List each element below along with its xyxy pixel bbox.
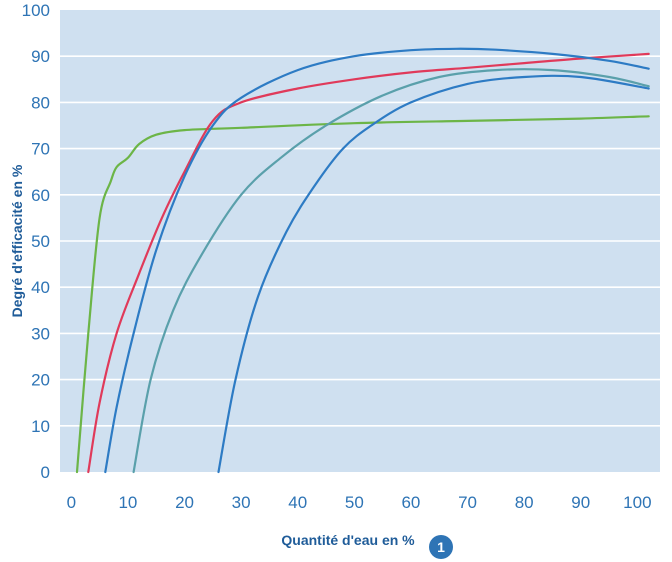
y-tick-label: 80 (31, 93, 50, 112)
x-tick-label: 70 (458, 493, 477, 512)
x-axis-title: Quantité d'eau en % (281, 532, 415, 548)
x-tick-label: 60 (401, 493, 420, 512)
y-axis-ticks: 0 10 20 30 40 50 60 70 80 90 100 (22, 1, 50, 482)
y-tick-label: 90 (31, 47, 50, 66)
y-tick-label: 60 (31, 186, 50, 205)
y-tick-label: 10 (31, 417, 50, 436)
y-tick-label: 40 (31, 278, 50, 297)
y-tick-label: 100 (22, 1, 50, 20)
grid-lines (60, 55, 660, 427)
x-tick-label: 40 (288, 493, 307, 512)
y-tick-label: 70 (31, 140, 50, 159)
x-tick-label: 90 (571, 493, 590, 512)
series-lines (75, 47, 650, 474)
x-tick-label: 50 (345, 493, 364, 512)
badge-number: 1 (437, 539, 445, 555)
y-tick-label: 20 (31, 371, 50, 390)
x-tick-label: 0 (67, 493, 76, 512)
series-line-teal (132, 68, 650, 474)
x-tick-label: 80 (515, 493, 534, 512)
x-axis-ticks: 0 10 20 30 40 50 60 70 80 90 100 (67, 493, 652, 512)
y-axis-title: Degré d'efficacité en % (9, 164, 25, 317)
annotation-badge: 1 (429, 535, 453, 559)
x-tick-label: 10 (118, 493, 137, 512)
series-line-red (87, 52, 650, 474)
series-line-green (75, 115, 650, 474)
x-tick-label: 100 (623, 493, 651, 512)
series-line-blue-late (217, 74, 650, 474)
x-tick-label: 30 (232, 493, 251, 512)
series-line-blue (104, 47, 650, 474)
x-tick-label: 20 (175, 493, 194, 512)
y-tick-label: 0 (41, 463, 50, 482)
y-tick-label: 30 (31, 324, 50, 343)
badge-circle (429, 535, 453, 559)
y-tick-label: 50 (31, 232, 50, 251)
